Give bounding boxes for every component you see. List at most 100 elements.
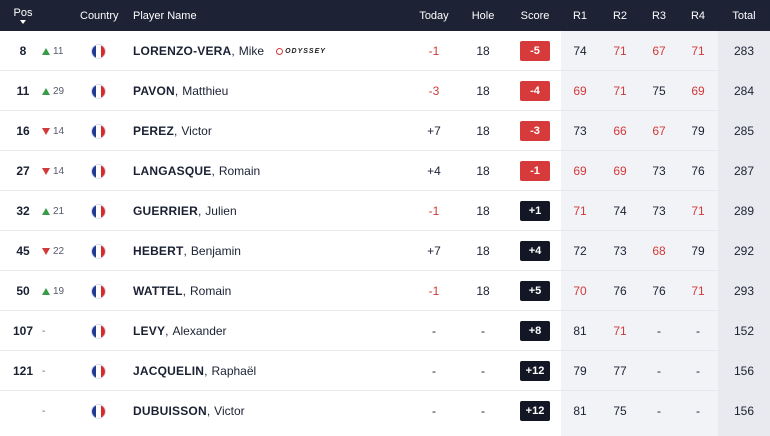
score-cell: +1 <box>513 191 557 231</box>
player-name[interactable]: HEBERT, Benjamin <box>133 244 241 258</box>
today-header[interactable]: Today <box>419 9 449 22</box>
score-cell: +12 <box>513 391 557 431</box>
score-badge: -3 <box>520 121 550 141</box>
position-move: 21 <box>42 191 72 231</box>
table-row[interactable]: - DUBUISSON, Victor - - +12 81 75 - - 156 <box>0 391 770 431</box>
player-name[interactable]: LORENZO-VERA, Mike ODYSSEY <box>133 44 326 58</box>
table-row[interactable]: 11 29 PAVON, Matthieu -3 18 -4 69 71 75 69 284 <box>0 71 770 111</box>
score-header[interactable]: Score <box>520 9 550 22</box>
r2-header[interactable]: R2 <box>612 9 628 22</box>
r2-cell: 76 <box>613 284 627 298</box>
score-badge: -5 <box>520 41 550 61</box>
score-cell: -5 <box>513 31 557 71</box>
player-last-name: WATTEL <box>133 284 183 298</box>
hole-header[interactable]: Hole <box>471 9 495 22</box>
player-first-name: Alexander <box>172 324 227 338</box>
r4-cell: 76 <box>691 164 705 178</box>
table-row[interactable]: 121- JACQUELIN, Raphaël - - +12 79 77- -156 <box>0 351 770 391</box>
move-value: 11 <box>53 45 64 57</box>
player-first-name: Benjamin <box>190 244 241 258</box>
r2-cell: 74 <box>613 204 627 218</box>
r1-cell: 70 <box>573 284 587 298</box>
move-value: 14 <box>53 125 65 137</box>
player-first-name: Mike <box>238 44 265 58</box>
player-name[interactable]: JACQUELIN, Raphaël <box>133 364 257 378</box>
country-cell <box>91 191 106 231</box>
country-header[interactable]: Country <box>80 9 119 22</box>
france-flag-icon <box>91 283 106 299</box>
r1-cell: 73 <box>573 124 587 138</box>
r1-header[interactable]: R1 <box>572 9 588 22</box>
r2-cell: 66 <box>613 124 627 138</box>
today-cell: +7 <box>427 124 441 138</box>
move-value: 21 <box>53 205 65 217</box>
player-header[interactable]: Player Name <box>133 9 197 22</box>
total-cell: 292 <box>733 244 755 258</box>
move-value: 14 <box>53 165 65 177</box>
player-first-name: Raphaël <box>211 364 257 378</box>
hole-cell: - <box>481 404 485 418</box>
r3-cell: 73 <box>652 204 666 218</box>
table-row[interactable]: 27 14 LANGASQUE, Romain +4 18 -1 69 69 73 76 287 <box>0 151 770 191</box>
player-last-name: HEBERT <box>133 244 184 258</box>
player-first-name: Victor <box>181 124 212 138</box>
r2-cell: 77 <box>613 364 627 378</box>
score-cell: -4 <box>513 71 557 111</box>
hole-cell: 18 <box>476 204 490 218</box>
total-cell: 284 <box>733 84 755 98</box>
country-cell <box>91 351 106 391</box>
today-cell: -1 <box>428 44 440 58</box>
player-name[interactable]: GUERRIER, Julien <box>133 204 237 218</box>
r3-header[interactable]: R3 <box>651 9 667 22</box>
total-cell: 289 <box>733 204 755 218</box>
table-row[interactable]: 50 19 WATTEL, Romain -1 18 +5 70 76 76 71 293 <box>0 271 770 311</box>
player-name[interactable]: LEVY, Alexander <box>133 324 227 338</box>
player-name[interactable]: PAVON, Matthieu <box>133 84 229 98</box>
r1-cell: 69 <box>573 84 587 98</box>
player-name[interactable]: WATTEL, Romain <box>133 284 232 298</box>
score-cell: +4 <box>513 231 557 271</box>
hole-cell: 18 <box>476 284 490 298</box>
hole-cell: 18 <box>476 84 490 98</box>
hole-cell: 18 <box>476 124 490 138</box>
r4-cell: 69 <box>691 84 705 98</box>
pos-header[interactable]: Pos <box>0 0 46 31</box>
position-move: - <box>42 351 72 391</box>
france-flag-icon <box>91 203 106 219</box>
total-header[interactable]: Total <box>732 9 756 22</box>
r2-cell: 71 <box>613 324 627 338</box>
player-name[interactable]: LANGASQUE, Romain <box>133 164 261 178</box>
player-first-name: Romain <box>218 164 261 178</box>
player-first-name: Julien <box>205 204 237 218</box>
r1-cell: 81 <box>573 404 587 418</box>
today-cell: - <box>432 364 436 378</box>
france-flag-icon <box>91 43 106 59</box>
table-row[interactable]: 45 22 HEBERT, Benjamin +7 18 +4 72 73 68 79 292 <box>0 231 770 271</box>
position-move: 14 <box>42 111 72 151</box>
score-badge: +5 <box>520 281 550 301</box>
r3-cell: 67 <box>652 44 666 58</box>
r4-cell: 79 <box>691 244 705 258</box>
player-name[interactable]: DUBUISSON, Victor <box>133 404 245 418</box>
position-move: 29 <box>42 71 72 111</box>
player-last-name: PAVON <box>133 84 175 98</box>
total-cell: 285 <box>733 124 755 138</box>
r2-cell: 75 <box>613 404 627 418</box>
score-cell: -3 <box>513 111 557 151</box>
position-move: 22 <box>42 231 72 271</box>
r3-cell: - <box>657 404 661 418</box>
pos-cell: 11 <box>16 84 30 98</box>
table-row[interactable]: 32 21 GUERRIER, Julien -1 18 +1 71 74 73 71 289 <box>0 191 770 231</box>
table-row[interactable]: 8 11 LORENZO-VERA, Mike ODYSSEY -1 18 -5 74 71 67 7… <box>0 31 770 71</box>
player-name[interactable]: PEREZ, Victor <box>133 124 212 138</box>
r4-cell: - <box>696 324 700 338</box>
r4-header[interactable]: R4 <box>690 9 706 22</box>
pos-cell: 32 <box>16 204 30 218</box>
arrow-down-icon <box>42 127 50 135</box>
r4-cell: - <box>696 364 700 378</box>
table-row[interactable]: 107- LEVY, Alexander - - +8 81 71- -152 <box>0 311 770 351</box>
table-row[interactable]: 16 14 PEREZ, Victor +7 18 -3 73 66 67 79 285 <box>0 111 770 151</box>
rounds-column-background <box>561 31 718 436</box>
r4-cell: 79 <box>691 124 705 138</box>
total-column-background <box>718 31 770 436</box>
